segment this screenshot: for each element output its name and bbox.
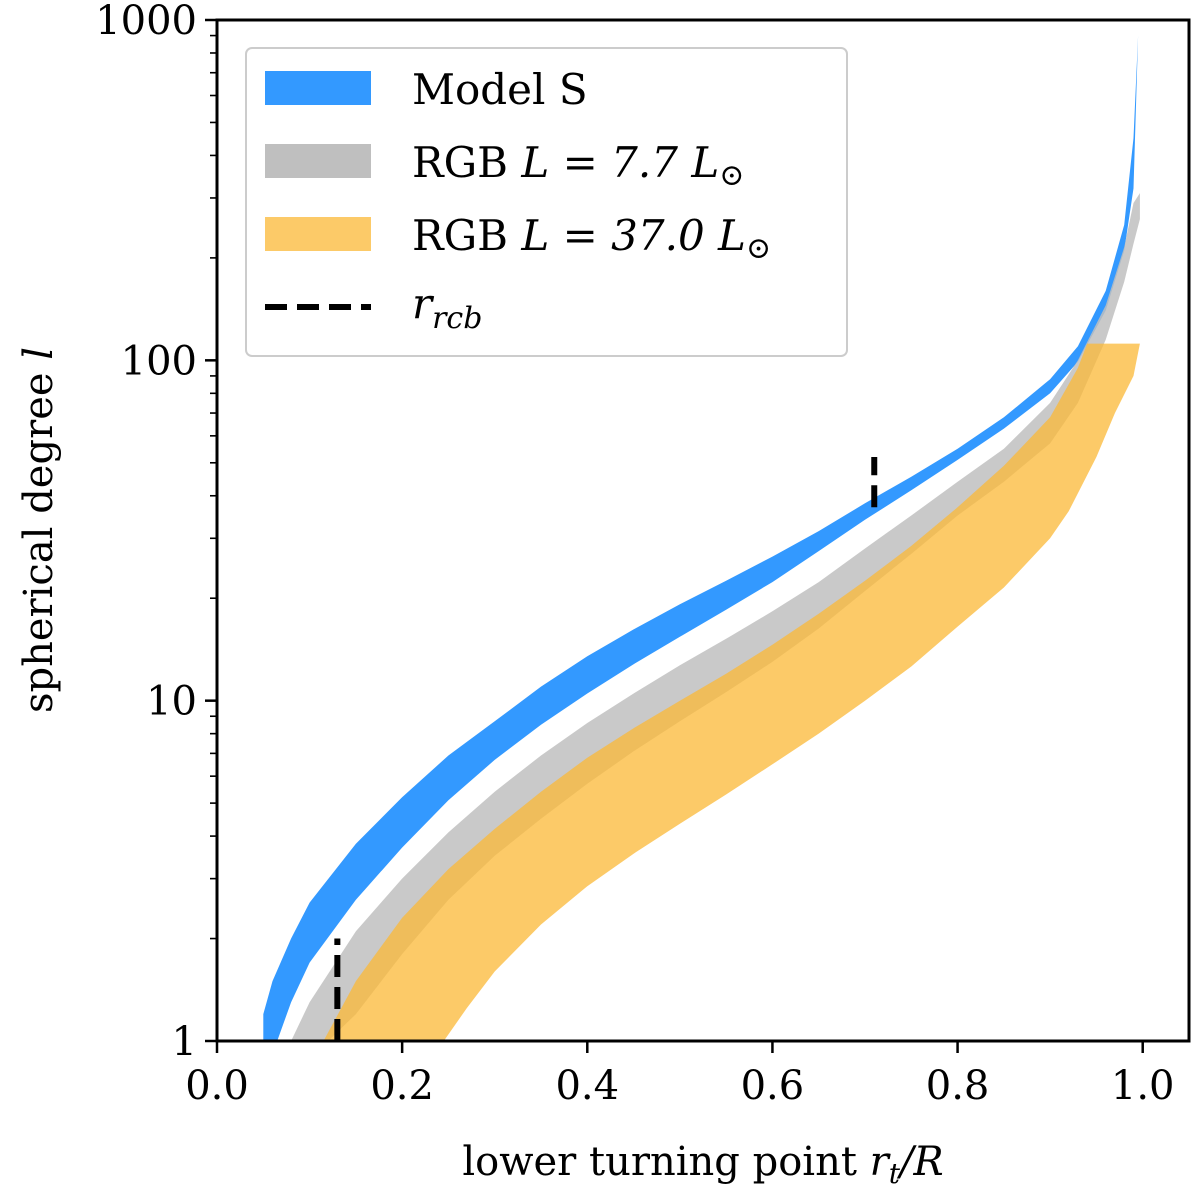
x-tick-label: 0.8: [926, 1063, 990, 1109]
band-rgb-l-37-0-lsun: [323, 343, 1140, 1042]
y-axis-label: spherical degree l: [16, 347, 62, 713]
legend-label-model-s-text: Model S: [412, 65, 588, 114]
x-axis-label-math: r: [870, 1139, 892, 1185]
legend-label-rgb-37-0-text: RGB: [412, 211, 521, 260]
y-axis-label-math: l: [16, 347, 62, 360]
y-axis-label-text: spherical degree: [16, 360, 62, 713]
x-axis-label-sub: t: [889, 1157, 901, 1190]
y-tick-label: 10: [146, 679, 197, 725]
legend: Model S RGB L = 7.7 L⊙ RGB L = 37.0 L⊙ r…: [245, 47, 848, 357]
x-tick-label: 0.0: [185, 1063, 249, 1109]
x-tick-label: 0.6: [741, 1063, 805, 1109]
y-tick-label: 100: [121, 338, 197, 384]
bands-layer: [263, 35, 1140, 1042]
legend-swatch-model-s: [265, 71, 371, 105]
x-axis-label: lower turning point rt/R: [462, 1139, 943, 1190]
legend-label-rcb-sub: rcb: [432, 301, 482, 336]
legend-label-rgb-37-0-math: L = 37.0 L: [520, 211, 746, 260]
plot-frame: [215, 18, 1191, 1043]
legend-swatch-rgb-7-7: [265, 144, 371, 178]
rcb-markers-layer: [334, 456, 878, 1041]
x-axis-ticks: 0.0 0.2 0.4 0.6 0.8 1.0: [185, 1041, 1175, 1109]
x-axis-label-rest: /R: [896, 1139, 944, 1185]
legend-label-rgb-37-0: RGB L = 37.0 L⊙: [412, 211, 771, 266]
legend-label-rgb-37-0-sub: ⊙: [746, 231, 771, 266]
legend-label-rcb: rrcb: [412, 279, 482, 336]
legend-label-rgb-7-7-math: L = 7.7 L: [520, 138, 719, 187]
y-tick-label: 1: [172, 1019, 197, 1065]
legend-label-rgb-7-7-sub: ⊙: [719, 158, 744, 193]
x-tick-label: 1.0: [1111, 1063, 1175, 1109]
y-tick-label: 1000: [95, 0, 197, 44]
y-axis-ticks: 1 10 100 1000: [95, 0, 217, 1065]
legend-box: [245, 47, 848, 357]
legend-label-rcb-math: r: [412, 279, 435, 328]
legend-label-model-s: Model S: [412, 65, 588, 114]
legend-label-rgb-7-7-text: RGB: [412, 138, 521, 187]
legend-swatch-rgb-37-0: [265, 217, 371, 251]
x-tick-label: 0.4: [555, 1063, 619, 1109]
legend-label-rgb-7-7: RGB L = 7.7 L⊙: [412, 138, 744, 193]
x-tick-label: 0.2: [370, 1063, 434, 1109]
x-axis-label-text: lower turning point: [462, 1139, 869, 1185]
